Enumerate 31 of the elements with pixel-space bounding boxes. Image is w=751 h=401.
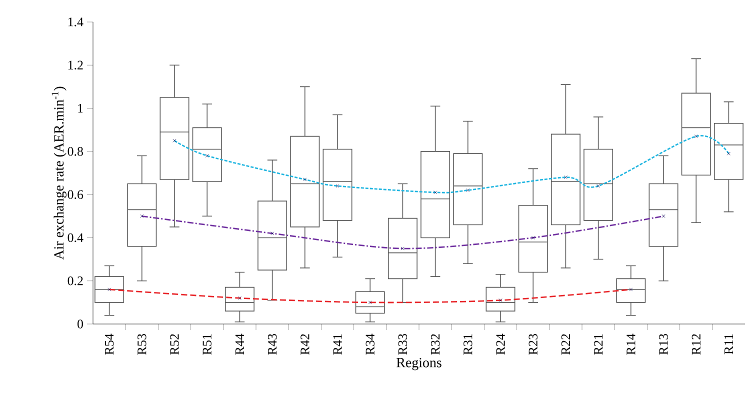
x-tick-label: R22 <box>561 334 570 355</box>
y-tick-label: 0.4 <box>68 233 84 242</box>
x-tick-label: R11 <box>724 334 733 354</box>
y-tick-label: 1.2 <box>68 60 83 70</box>
y-tick-label: 0 <box>78 320 83 328</box>
x-tick-label: R13 <box>659 334 668 355</box>
x-tick-label: R32 <box>430 334 440 355</box>
x-tick-label: R51 <box>202 334 212 355</box>
x-tick-label: R14 <box>626 334 636 355</box>
x-tick-label: R24 <box>496 334 505 355</box>
x-axis-title: Regions <box>396 358 442 370</box>
line-series <box>174 135 730 194</box>
x-tick-label: R44 <box>235 334 244 355</box>
y-tick-label: 1.4 <box>68 18 84 26</box>
y-tick-label: 0.6 <box>68 190 84 199</box>
x-tick-label: R34 <box>366 334 374 355</box>
x-tick-label: R42 <box>300 334 310 355</box>
x-tick-label: R33 <box>398 334 408 355</box>
y-axis-title: Air exchange rate (AER.min$^{-1}$) <box>52 86 66 260</box>
x-tick-label: R53 <box>138 334 146 355</box>
x-tick-label: R31 <box>464 334 472 355</box>
x-tick-label: R41 <box>333 334 342 355</box>
y-tick-label: 1 <box>78 104 83 113</box>
x-tick-label: R54 <box>104 334 114 355</box>
y-tick-label: 0.2 <box>68 276 83 286</box>
x-tick-label: R52 <box>170 334 179 355</box>
x-tick-label: R23 <box>528 334 538 355</box>
x-tick-label: R12 <box>692 334 700 355</box>
y-tick-label: 0.8 <box>68 147 83 156</box>
x-tick-label: R43 <box>268 334 277 355</box>
x-tick-label: R21 <box>594 334 603 355</box>
